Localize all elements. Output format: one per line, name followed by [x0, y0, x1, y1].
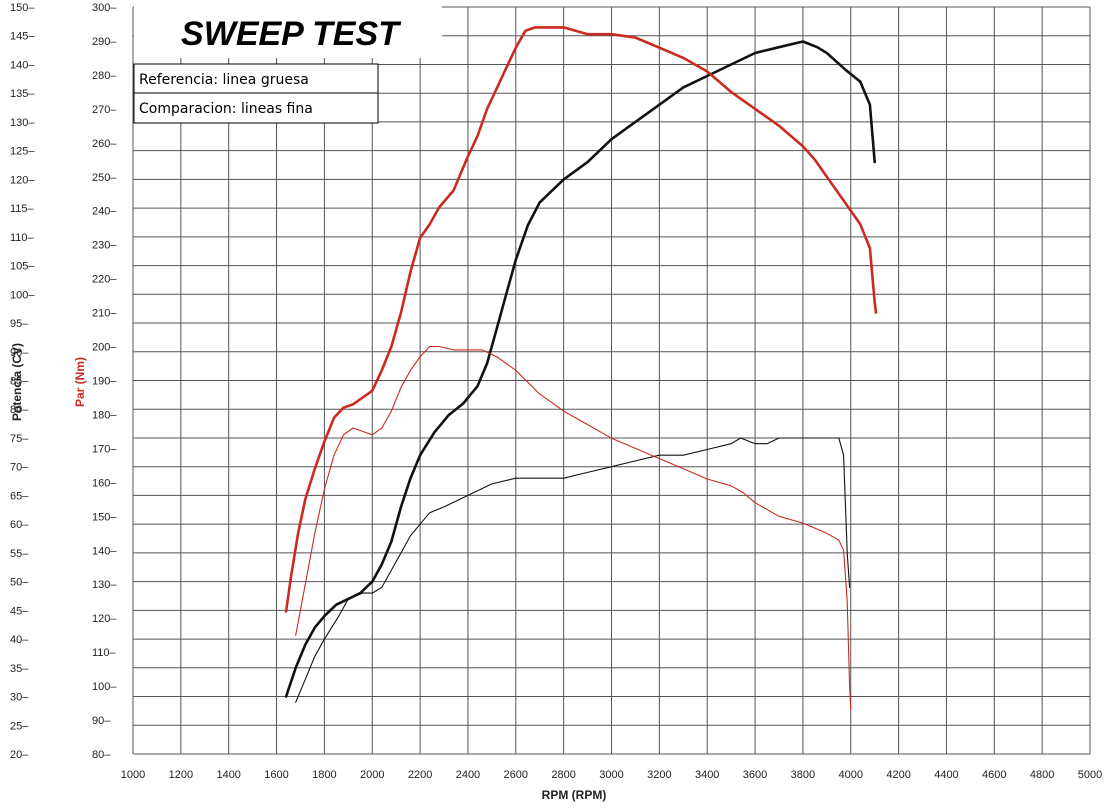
x-tick-labels: 1000 1200 1400 1600 1800 2000 2200 2400 2600 2800…	[121, 769, 1102, 781]
x-tick-label: 4600	[982, 769, 1006, 781]
y-right-tick-label: 90–	[92, 715, 111, 727]
y-left-tick-label: 75–	[10, 433, 29, 445]
y-left-tick-label: 135–	[10, 88, 35, 100]
y-right-tick-label: 250–	[92, 172, 117, 184]
y-left-tick-label: 80–	[10, 404, 29, 416]
y-right-tick-label: 270–	[92, 104, 117, 116]
y-left-tick-label: 85–	[10, 376, 29, 388]
y-left-tick-label: 100–	[10, 289, 35, 301]
y-left-tick-label: 30–	[10, 692, 29, 704]
x-tick-label: 1400	[216, 769, 240, 781]
x-tick-label: 4800	[1030, 769, 1054, 781]
y-left-tick-label: 25–	[10, 720, 29, 732]
y-left-tick-label: 130–	[10, 117, 35, 129]
y-left-tick-label: 70–	[10, 462, 29, 474]
y-right-tick-label: 280–	[92, 70, 117, 82]
y-right-tick-label: 300–	[92, 2, 117, 14]
x-tick-label: 1000	[121, 769, 145, 781]
x-tick-label: 5000	[1078, 769, 1102, 781]
y-left-tick-label: 120–	[10, 174, 35, 186]
y-left-tick-label: 20–	[10, 749, 29, 761]
y-right-tick-label: 160–	[92, 477, 117, 489]
y-right-tick-label: 140–	[92, 545, 117, 557]
x-tick-label: 1600	[264, 769, 288, 781]
y-right-tick-label: 220–	[92, 274, 117, 286]
x-tick-label: 3000	[599, 769, 623, 781]
x-tick-label: 2400	[456, 769, 480, 781]
y-left-tick-label: 90–	[10, 347, 29, 359]
y-left-tick-label: 110–	[10, 232, 35, 244]
y-left-tick-label: 60–	[10, 519, 29, 531]
y-left-tick-label: 95–	[10, 318, 29, 330]
legend-entry-comparison: Comparacion: lineas fina	[139, 101, 313, 117]
y-right-tick-label: 230–	[92, 240, 117, 252]
y-right-tick-label: 170–	[92, 443, 117, 455]
y-right-tick-label: 290–	[92, 36, 117, 48]
y-right-tick-label: 190–	[92, 376, 117, 388]
y-right-tick-label: 180–	[92, 409, 117, 421]
y-left-tick-labels: 20– 25– 30– 35– 40– 45– 50– 55– 60– 65– 70– 75– 80– 8…	[10, 2, 35, 761]
x-tick-label: 2600	[504, 769, 528, 781]
x-tick-label: 2000	[360, 769, 384, 781]
title-background	[134, 6, 442, 58]
y-left-tick-label: 65–	[10, 490, 29, 502]
y-right-tick-label: 260–	[92, 138, 117, 150]
y-right-tick-label: 210–	[92, 308, 117, 320]
y-left-tick-label: 125–	[10, 146, 35, 158]
y-right-tick-label: 200–	[92, 342, 117, 354]
y-right-axis-label: Par (Nm)	[73, 357, 87, 407]
x-tick-label: 2800	[551, 769, 575, 781]
chart-title: SWEEP TEST	[181, 15, 402, 53]
y-left-tick-label: 55–	[10, 548, 29, 560]
x-axis-label: RPM (RPM)	[542, 788, 607, 802]
y-left-tick-label: 105–	[10, 261, 35, 273]
y-right-tick-label: 150–	[92, 511, 117, 523]
x-tick-label: 4000	[839, 769, 863, 781]
x-tick-label: 3400	[695, 769, 719, 781]
grid	[132, 6, 1091, 755]
torque-line-thick	[284, 26, 878, 613]
y-right-tick-label: 120–	[92, 613, 117, 625]
y-left-tick-label: 140–	[10, 59, 35, 71]
y-left-tick-label: 115–	[10, 203, 35, 215]
y-right-tick-label: 240–	[92, 206, 117, 218]
y-left-tick-label: 50–	[10, 577, 29, 589]
x-tick-label: 3800	[791, 769, 815, 781]
y-right-tick-labels: 80– 90– 100– 110– 120– 130– 140– 150– 160– 170– 18…	[92, 2, 117, 761]
legend-entry-reference: Referencia: linea gruesa	[139, 72, 309, 88]
torque-line-thin	[295, 345, 852, 711]
x-tick-label: 1800	[312, 769, 336, 781]
y-left-axis-label: Potencia (CV)	[10, 343, 24, 421]
y-right-tick-label: 110–	[92, 647, 117, 659]
y-left-tick-label: 45–	[10, 605, 29, 617]
x-tick-label: 3200	[647, 769, 671, 781]
x-tick-label: 4200	[886, 769, 910, 781]
power-line-thick	[284, 40, 876, 698]
x-tick-label: 2200	[408, 769, 432, 781]
y-left-tick-label: 150–	[10, 2, 35, 14]
legend: Referencia: linea gruesa Comparacion: li…	[133, 63, 379, 124]
y-right-tick-label: 100–	[92, 681, 117, 693]
y-left-tick-label: 145–	[10, 31, 35, 43]
y-right-tick-label: 80–	[92, 749, 111, 761]
series-group	[284, 26, 878, 711]
y-left-tick-label: 35–	[10, 663, 29, 675]
y-left-tick-label: 40–	[10, 634, 29, 646]
y-right-tick-label: 130–	[92, 579, 117, 591]
x-tick-label: 4400	[934, 769, 958, 781]
x-tick-label: 3600	[743, 769, 767, 781]
x-tick-label: 1200	[169, 769, 193, 781]
power-line-thin	[295, 437, 851, 703]
